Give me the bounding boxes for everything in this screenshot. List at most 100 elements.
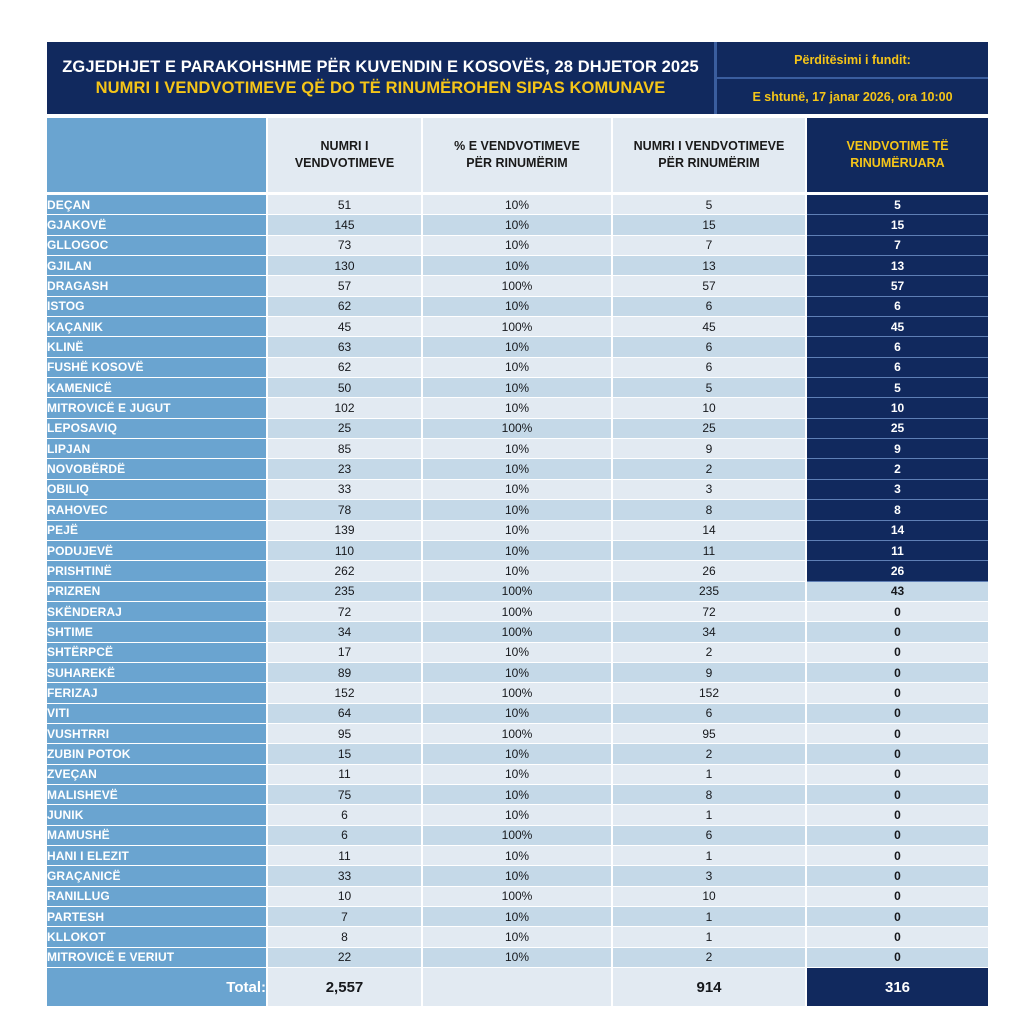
recount-percent: 10% — [423, 357, 613, 379]
total-polling-stations: 2,557 — [268, 968, 423, 1007]
stations-recounted: 0 — [807, 601, 988, 623]
municipality-name: JUNIK — [47, 805, 268, 826]
column-header-recounted: VENDVOTIME TË RINUMËRUARA — [807, 118, 988, 195]
stations-for-recount: 11 — [613, 540, 807, 562]
municipality-name: MALISHEVË — [47, 784, 268, 806]
column-header-line2: RINUMËRUARA — [850, 156, 945, 170]
recount-percent: 100% — [423, 886, 613, 908]
total-label: Total: — [47, 968, 268, 1007]
municipality-name: PODUJEVË — [47, 540, 268, 562]
last-update-label: Përditësimi i fundit: — [717, 42, 988, 79]
table-row: PODUJEVË 110 10% 11 11 — [47, 540, 988, 562]
table-row: KLINË 63 10% 6 6 — [47, 337, 988, 358]
municipality-name: PEJË — [47, 520, 268, 541]
table-row: ZVEÇAN 11 10% 1 0 — [47, 764, 988, 785]
polling-stations-count: 25 — [268, 418, 423, 440]
recount-percent: 100% — [423, 723, 613, 745]
municipality-name: SHTIME — [47, 622, 268, 643]
polling-stations-count: 51 — [268, 195, 423, 216]
table-row: OBILIQ 33 10% 3 3 — [47, 479, 988, 501]
recount-percent: 10% — [423, 256, 613, 277]
recount-percent: 10% — [423, 662, 613, 684]
recount-percent: 100% — [423, 683, 613, 704]
recount-percent: 10% — [423, 337, 613, 358]
stations-recounted: 5 — [807, 195, 988, 216]
stations-for-recount: 5 — [613, 378, 807, 399]
polling-stations-count: 75 — [268, 784, 423, 806]
polling-stations-count: 85 — [268, 439, 423, 460]
stations-recounted: 2 — [807, 459, 988, 480]
table-row: PRIZREN 235 100% 235 43 — [47, 581, 988, 602]
polling-stations-count: 11 — [268, 764, 423, 785]
polling-stations-count: 235 — [268, 581, 423, 602]
column-header-line1: VENDVOTIME TË — [846, 139, 949, 154]
polling-stations-count: 62 — [268, 357, 423, 379]
municipality-name: DRAGASH — [47, 276, 268, 297]
stations-for-recount: 6 — [613, 703, 807, 724]
table-foot: Total: 2,557 914 316 — [47, 968, 988, 1007]
recount-percent: 10% — [423, 398, 613, 419]
table-row: DEÇAN 51 10% 5 5 — [47, 195, 988, 216]
polling-stations-count: 8 — [268, 927, 423, 948]
municipality-name: MITROVICË E VERIUT — [47, 947, 268, 969]
total-percent — [423, 968, 613, 1007]
stations-recounted: 14 — [807, 520, 988, 541]
recount-percent: 10% — [423, 439, 613, 460]
polling-stations-count: 6 — [268, 825, 423, 846]
stations-recounted: 26 — [807, 561, 988, 582]
stations-for-recount: 1 — [613, 805, 807, 826]
stations-recounted: 0 — [807, 703, 988, 724]
stations-for-recount: 3 — [613, 479, 807, 501]
municipality-name: DEÇAN — [47, 195, 268, 216]
stations-recounted: 0 — [807, 764, 988, 785]
polling-stations-count: 78 — [268, 500, 423, 521]
recount-table: NUMRI I VENDVOTIMEVE % E VENDVOTIMEVE PË… — [47, 118, 988, 1007]
recount-percent: 10% — [423, 235, 613, 257]
table-row: GJILAN 130 10% 13 13 — [47, 256, 988, 277]
municipality-name: PARTESH — [47, 907, 268, 928]
stations-for-recount: 7 — [613, 235, 807, 257]
total-recounted: 316 — [807, 968, 988, 1007]
table-row: MAMUSHË 6 100% 6 0 — [47, 825, 988, 846]
polling-stations-count: 50 — [268, 378, 423, 399]
municipality-name: KLINË — [47, 337, 268, 358]
municipality-name: MITROVICË E JUGUT — [47, 398, 268, 419]
table-row: GRAÇANICË 33 10% 3 0 — [47, 866, 988, 887]
table-row: KAÇANIK 45 100% 45 45 — [47, 317, 988, 338]
table-row: KLLOKOT 8 10% 1 0 — [47, 927, 988, 948]
stations-for-recount: 6 — [613, 357, 807, 379]
polling-stations-count: 34 — [268, 622, 423, 643]
table-row: GLLOGOC 73 10% 7 7 — [47, 235, 988, 257]
last-update-value: E shtunë, 17 janar 2026, ora 10:00 — [752, 89, 953, 104]
stations-for-recount: 45 — [613, 317, 807, 338]
municipality-name: MAMUSHË — [47, 825, 268, 846]
municipality-name: NOVOBËRDË — [47, 459, 268, 480]
municipality-name: FUSHË KOSOVË — [47, 357, 268, 379]
municipality-name: ZVEÇAN — [47, 764, 268, 785]
table-row: LEPOSAVIQ 25 100% 25 25 — [47, 418, 988, 440]
stations-for-recount: 57 — [613, 276, 807, 297]
stations-for-recount: 34 — [613, 622, 807, 643]
table-row: PARTESH 7 10% 1 0 — [47, 907, 988, 928]
recount-percent: 10% — [423, 378, 613, 399]
table-row: HANI I ELEZIT 11 10% 1 0 — [47, 846, 988, 867]
stations-for-recount: 15 — [613, 215, 807, 236]
municipality-name: GJILAN — [47, 256, 268, 277]
stations-recounted: 8 — [807, 500, 988, 521]
column-header-total-polling-stations: NUMRI I VENDVOTIMEVE — [268, 118, 423, 195]
recount-percent: 10% — [423, 703, 613, 724]
last-update-block: Përditësimi i fundit: E shtunë, 17 janar… — [717, 42, 988, 114]
stations-recounted: 0 — [807, 907, 988, 928]
stations-for-recount: 9 — [613, 439, 807, 460]
column-header-line1: NUMRI I — [320, 139, 369, 154]
municipality-name: GRAÇANICË — [47, 866, 268, 887]
municipality-name: LEPOSAVIQ — [47, 418, 268, 440]
table-row: JUNIK 6 10% 1 0 — [47, 805, 988, 826]
recount-percent: 10% — [423, 561, 613, 582]
polling-stations-count: 45 — [268, 317, 423, 338]
column-header-line2: VENDVOTIMEVE — [294, 156, 395, 170]
column-header-line2: PËR RINUMËRIM — [658, 156, 760, 170]
stations-for-recount: 3 — [613, 866, 807, 887]
municipality-name: GLLOGOC — [47, 235, 268, 257]
column-header-line1: % E VENDVOTIMEVE — [454, 139, 580, 154]
